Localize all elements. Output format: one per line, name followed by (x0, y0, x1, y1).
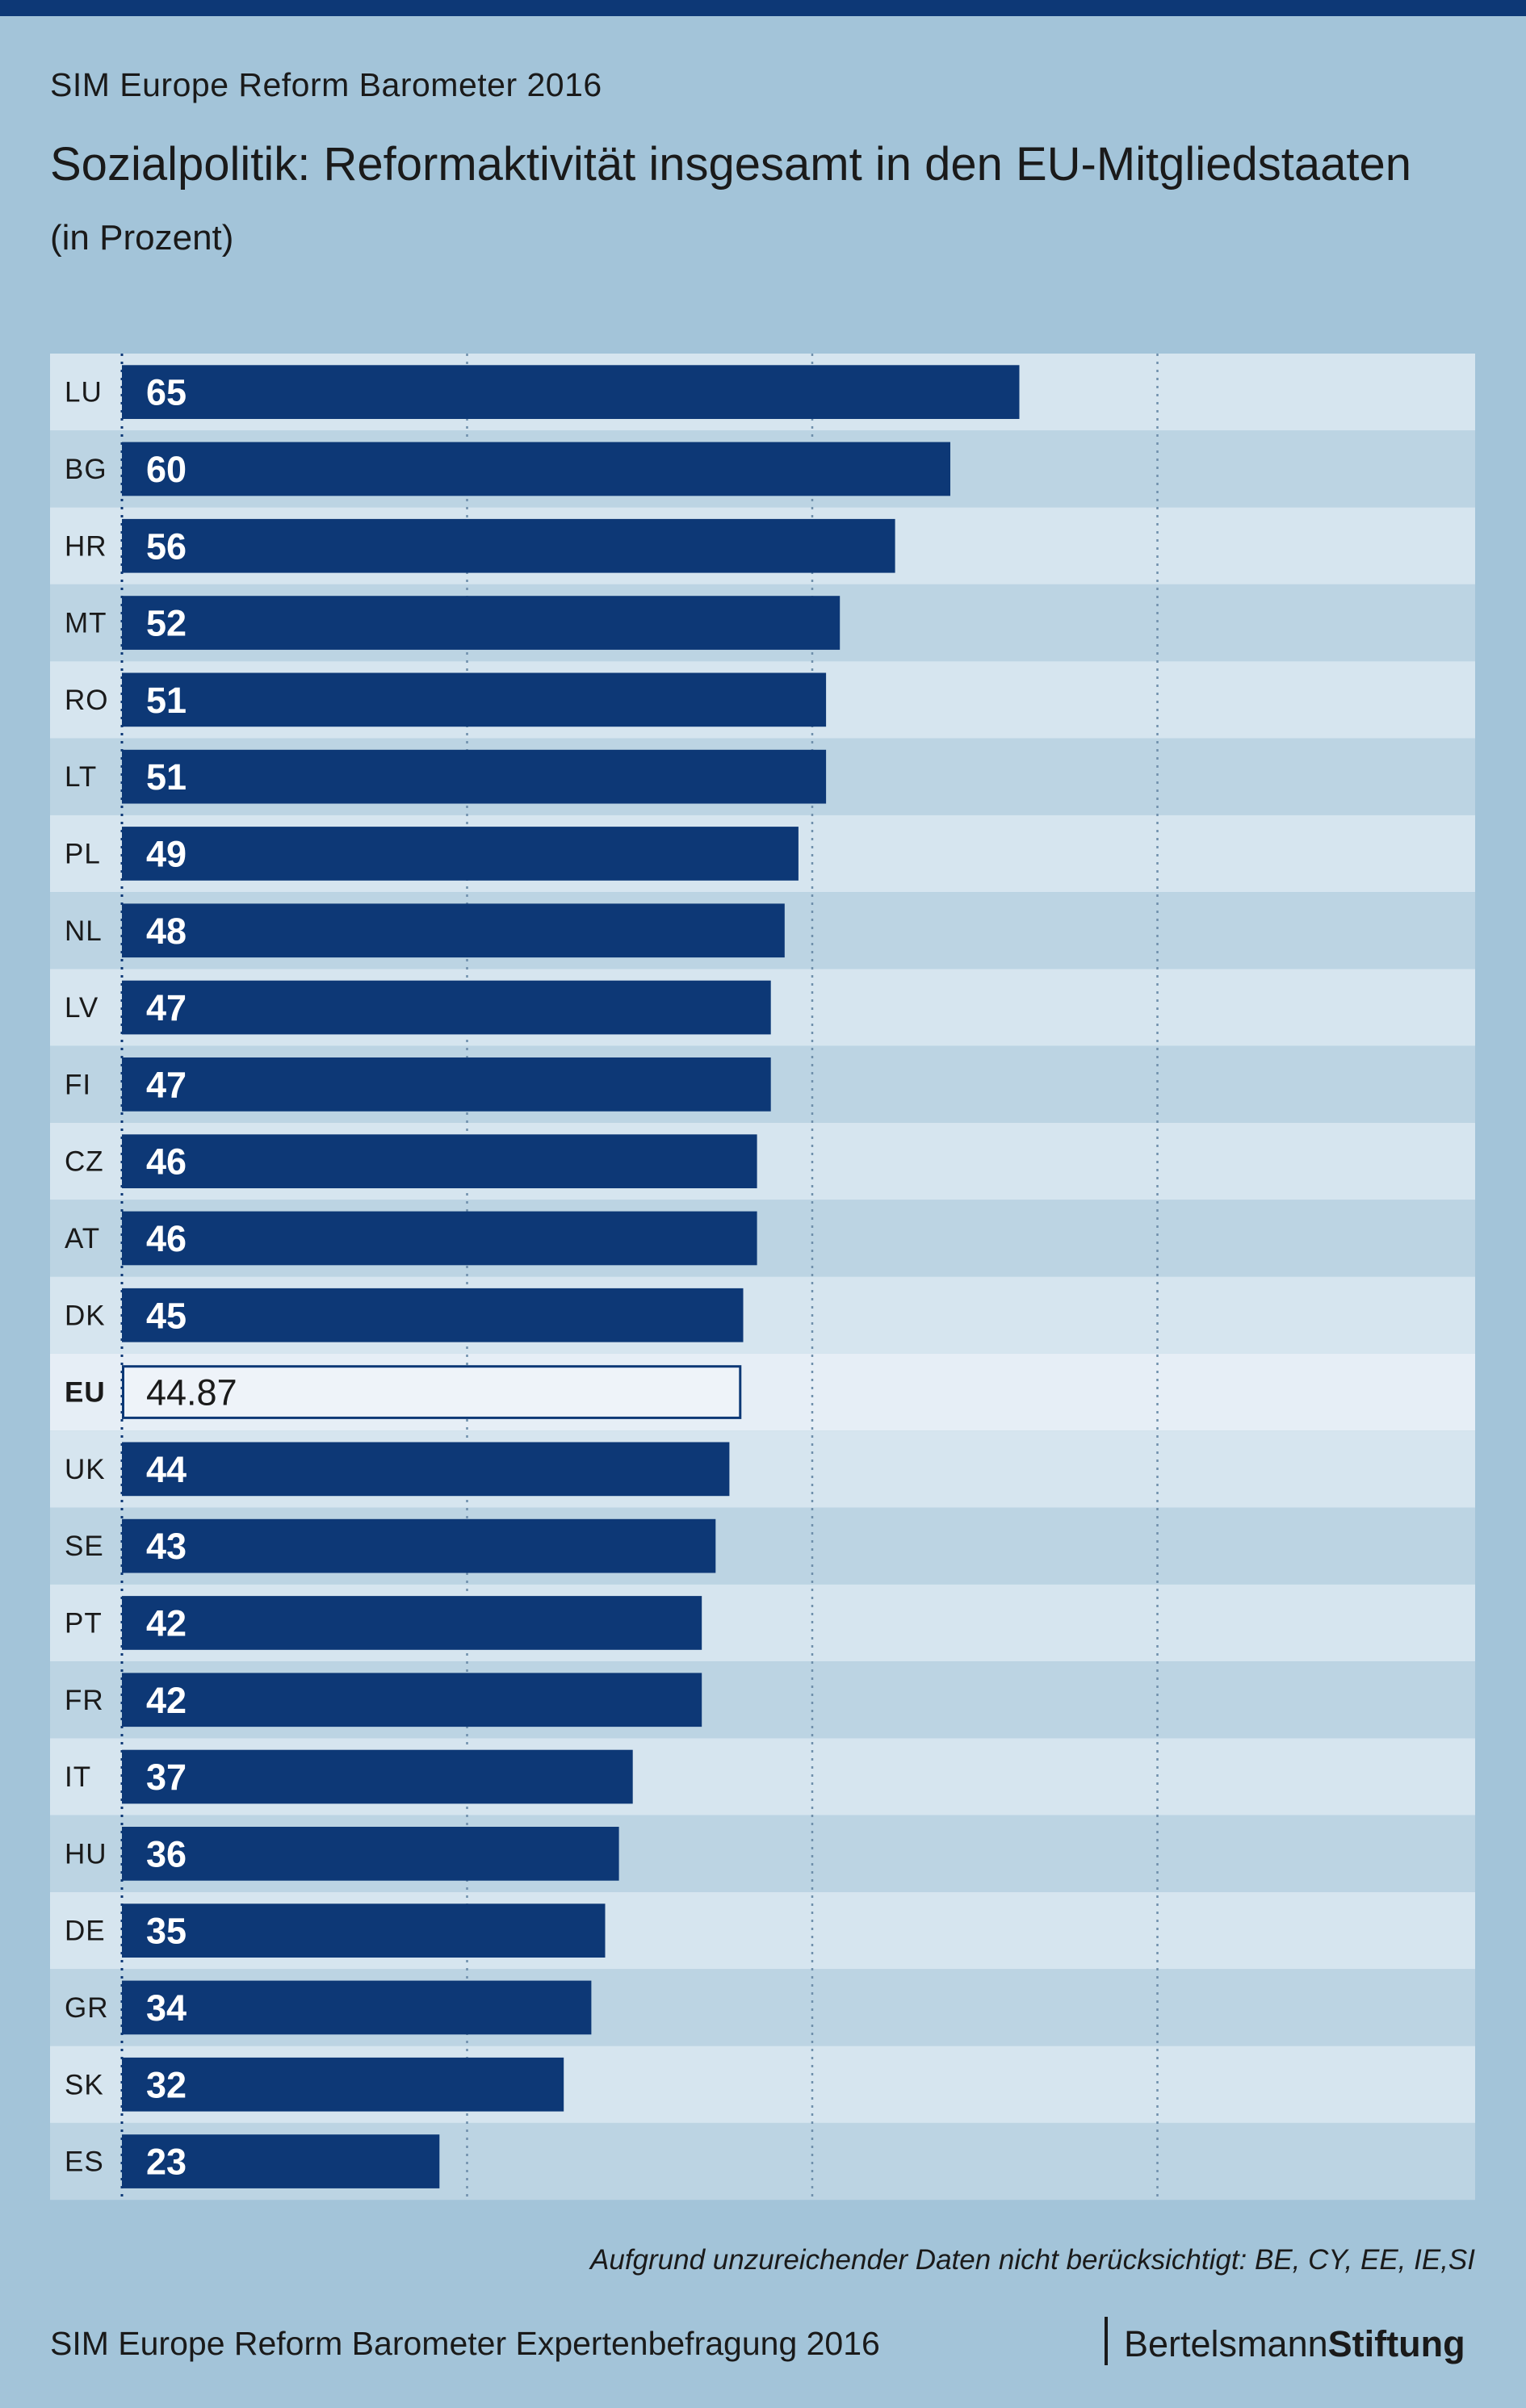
bar-hr (122, 518, 895, 573)
brand-regular: Bertelsmann (1124, 2323, 1328, 2364)
bar-ro (122, 672, 827, 727)
bar-pt (122, 1596, 702, 1650)
category-label-lv: LV (65, 992, 99, 1024)
value-label-fi: 47 (146, 1064, 187, 1105)
value-label-gr: 34 (146, 1987, 187, 2029)
brand-divider (1105, 2317, 1108, 2365)
bar-bg (122, 442, 950, 496)
category-label-de: DE (65, 1916, 106, 1947)
value-label-lv: 47 (146, 987, 187, 1028)
value-label-hu: 36 (146, 1833, 187, 1874)
category-label-hr: HR (65, 530, 107, 562)
value-label-de: 35 (146, 1911, 187, 1952)
category-label-es: ES (65, 2146, 104, 2178)
value-label-pl: 49 (146, 833, 187, 874)
category-label-dk: DK (65, 1300, 106, 1331)
bar-it (122, 1749, 633, 1804)
value-label-bg: 60 (146, 449, 187, 490)
category-label-lu: LU (65, 377, 103, 408)
bar-pl (122, 827, 799, 881)
category-label-gr: GR (65, 1992, 109, 2024)
bar-lt (122, 749, 827, 804)
bar-es (122, 2134, 440, 2188)
value-label-sk: 32 (146, 2064, 187, 2105)
value-label-it: 37 (146, 1757, 187, 1798)
value-label-ro: 51 (146, 680, 187, 721)
category-label-nl: NL (65, 915, 103, 947)
bar-nl (122, 903, 785, 958)
bar-uk (122, 1442, 730, 1497)
bar-fr (122, 1673, 702, 1727)
bar-lv (122, 980, 771, 1035)
category-label-bg: BG (65, 454, 107, 485)
brand-bold: Stiftung (1327, 2323, 1465, 2364)
footnote: Aufgrund unzureichender Daten nicht berü… (590, 2244, 1475, 2276)
value-label-at: 46 (146, 1218, 187, 1259)
category-label-ro: RO (65, 685, 109, 716)
category-label-se: SE (65, 1531, 104, 1562)
bar-at (122, 1211, 757, 1266)
category-label-pl: PL (65, 838, 101, 869)
chart-subtitle: (in Prozent) (50, 218, 234, 258)
value-label-lt: 51 (146, 756, 187, 798)
bar-fi (122, 1057, 771, 1112)
bar-se (122, 1518, 716, 1573)
category-label-hu: HU (65, 1838, 107, 1870)
bar-lu (122, 365, 1020, 420)
bar-eu (122, 1365, 742, 1419)
category-label-sk: SK (65, 2069, 104, 2100)
bar-gr (122, 1980, 592, 2035)
category-label-fr: FR (65, 1685, 104, 1716)
category-label-cz: CZ (65, 1146, 104, 1178)
brand-logo: BertelsmannStiftung (1124, 2323, 1465, 2365)
bar-cz (122, 1134, 757, 1189)
chart-title: Sozialpolitik: Reformaktivität insgesamt… (50, 138, 1411, 191)
value-label-dk: 45 (146, 1295, 187, 1336)
value-label-nl: 48 (146, 911, 187, 952)
bar-mt (122, 596, 841, 650)
value-label-mt: 52 (146, 603, 187, 644)
category-label-it: IT (65, 1761, 91, 1793)
category-label-at: AT (65, 1223, 100, 1254)
category-label-uk: UK (65, 1454, 106, 1485)
value-label-se: 43 (146, 1526, 187, 1567)
value-label-uk: 44 (146, 1449, 187, 1490)
value-label-lu: 65 (146, 372, 187, 413)
value-label-fr: 42 (146, 1680, 187, 1721)
bar-sk (122, 2057, 564, 2112)
category-label-lt: LT (65, 761, 97, 793)
value-label-es: 23 (146, 2142, 187, 2183)
value-label-cz: 46 (146, 1141, 187, 1183)
value-label-hr: 56 (146, 526, 187, 567)
value-label-pt: 42 (146, 1602, 187, 1644)
bar-dk (122, 1288, 744, 1342)
source-note: SIM Europe Reform Barometer Expertenbefr… (50, 2325, 880, 2362)
chart-supertitle: SIM Europe Reform Barometer 2016 (50, 66, 602, 103)
category-label-pt: PT (65, 1607, 103, 1639)
top-accent-bar (0, 0, 1526, 16)
category-label-eu: EU (65, 1377, 106, 1409)
bar-hu (122, 1826, 619, 1881)
category-label-mt: MT (65, 608, 107, 639)
bar-de (122, 1903, 606, 1958)
category-label-fi: FI (65, 1069, 91, 1100)
value-label-eu: 44.87 (146, 1372, 237, 1413)
